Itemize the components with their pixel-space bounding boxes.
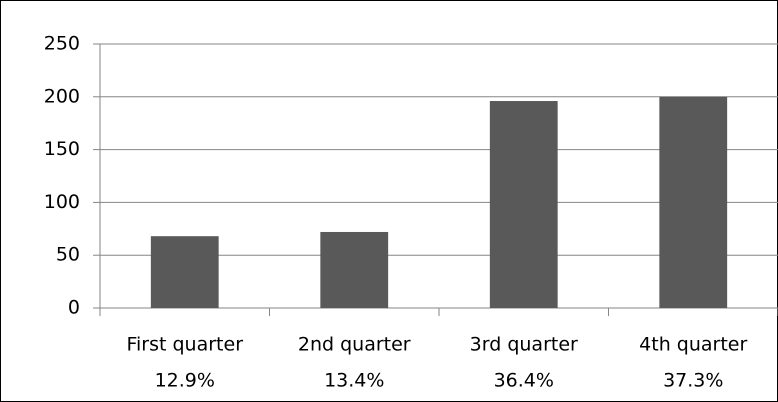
x-tick-label: 4th quarter xyxy=(639,334,747,356)
y-tick-label: 250 xyxy=(44,33,80,55)
x-share-label: 13.4% xyxy=(324,370,384,392)
y-tick-label: 200 xyxy=(44,85,80,107)
y-tick-label: 0 xyxy=(68,297,80,319)
bar xyxy=(320,231,389,308)
bar xyxy=(150,236,219,308)
bar xyxy=(489,101,558,308)
x-share-label: 36.4% xyxy=(494,370,554,392)
x-share-label: 37.3% xyxy=(663,370,723,392)
y-tick-label: 50 xyxy=(56,244,80,266)
x-tick-label: First quarter xyxy=(126,334,243,356)
x-tick-label: 2nd quarter xyxy=(298,334,411,356)
y-tick-label: 100 xyxy=(44,191,80,213)
bar xyxy=(659,96,728,308)
y-tick-label: 150 xyxy=(44,138,80,160)
x-share-label: 12.9% xyxy=(155,370,215,392)
x-tick-label: 3rd quarter xyxy=(470,334,578,356)
